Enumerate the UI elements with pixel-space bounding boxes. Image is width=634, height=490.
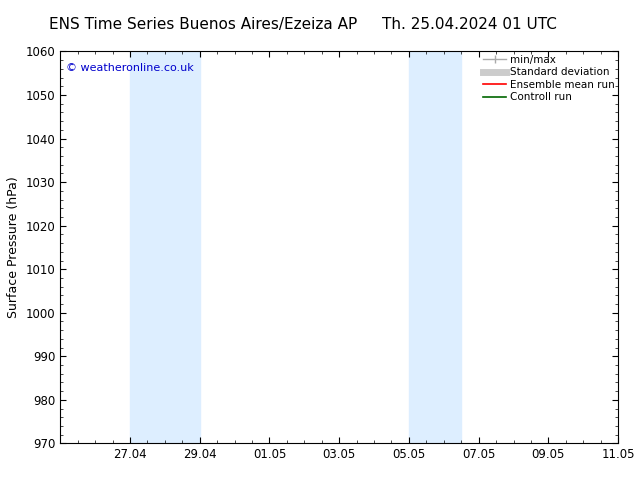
Text: ENS Time Series Buenos Aires/Ezeiza AP: ENS Time Series Buenos Aires/Ezeiza AP [49,17,357,32]
Text: Th. 25.04.2024 01 UTC: Th. 25.04.2024 01 UTC [382,17,557,32]
Text: © weatheronline.co.uk: © weatheronline.co.uk [66,63,193,73]
Legend: min/max, Standard deviation, Ensemble mean run, Controll run: min/max, Standard deviation, Ensemble me… [483,54,615,102]
Bar [409,51,462,443]
Y-axis label: Surface Pressure (hPa): Surface Pressure (hPa) [7,176,20,318]
Bar [130,51,200,443]
